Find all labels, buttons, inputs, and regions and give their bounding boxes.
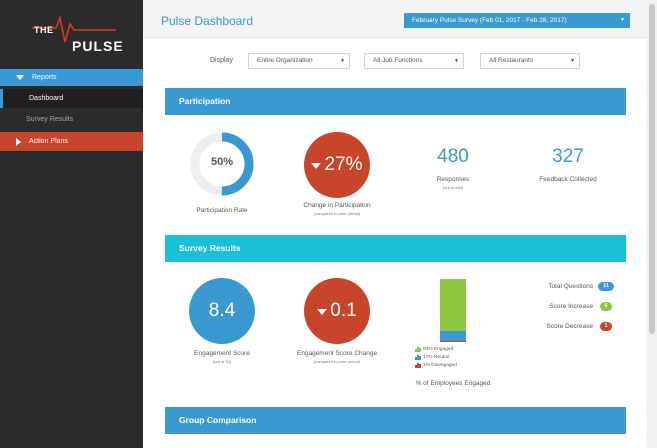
participation-section-header: Participation (165, 88, 626, 115)
engagement-score-sub: (out of 10) (212, 359, 232, 364)
display-label: Display (210, 57, 233, 64)
logo[interactable]: THE PULSE (0, 0, 143, 64)
logo-text-bottom: PULSE (72, 38, 124, 54)
legend-label: 17% Neutral (423, 355, 450, 360)
engagement-change-sub: (compared to prior period) (313, 359, 361, 364)
sidebar-item-survey-results[interactable]: Survey Results (0, 111, 143, 128)
sidebar-item-dashboard[interactable]: Dashboard (0, 89, 143, 108)
engagement-change-circle: 0.1 (304, 278, 370, 344)
engagement-change-value: 0.1 (330, 300, 357, 321)
bar-chart-icon (415, 355, 421, 360)
bar-chart-icon (415, 347, 421, 352)
sidebar-item-label: Dashboard (29, 95, 64, 102)
pulse-line-icon (32, 16, 116, 43)
legend-item: 1% Disengaged (415, 363, 457, 368)
main-content: Pulse Dashboard February Pulse Survey (F… (143, 0, 647, 448)
survey-period-value: February Pulse Survey (Feb 01, 2017 - Fe… (412, 17, 567, 24)
survey-period-select[interactable]: February Pulse Survey (Feb 01, 2017 - Fe… (404, 13, 630, 28)
sidebar: THE PULSE Reports Dashboard Survey Resul… (0, 0, 143, 448)
sidebar-item-reports[interactable]: Reports (0, 69, 143, 86)
participation-change-sub: (compared to prior period) (313, 211, 361, 216)
group-comparison-section-header: Group Comparison (165, 407, 626, 434)
job-functions-select[interactable]: All Job Functions ▼ (364, 53, 464, 69)
job-functions-select-value: All Job Functions (373, 57, 423, 64)
chevron-down-icon: ▼ (454, 58, 459, 64)
participation-change-value: 27% (324, 154, 363, 175)
participation-change-circle: 27% (304, 132, 370, 198)
survey-results-section-header: Survey Results (165, 235, 626, 262)
legend-label: 1% Disengaged (423, 363, 457, 368)
engagement-stacked-bar (440, 279, 466, 342)
chevron-down-icon: ▼ (340, 58, 345, 64)
legend-item: 17% Neutral (415, 355, 449, 360)
participation-rate-value: 50% (210, 156, 234, 168)
engagement-change-label: Engagement Score Change (296, 350, 378, 357)
participation-rate-donut (190, 132, 254, 196)
feedback-value: 327 (552, 146, 584, 167)
page-title: Pulse Dashboard (161, 14, 254, 28)
stack-segment-0 (440, 279, 466, 331)
restaurants-select[interactable]: All Restaurants ▼ (480, 53, 580, 69)
scrollbar-thumb[interactable] (649, 4, 655, 334)
scrollbar[interactable] (647, 0, 657, 448)
chevron-down-icon: ▼ (620, 17, 625, 23)
arrow-down-icon (311, 163, 322, 169)
sidebar-item-action-plans[interactable]: Action Plans (0, 132, 143, 151)
sidebar-item-label: Survey Results (26, 116, 74, 123)
engagement-score-value: 8.4 (208, 300, 236, 321)
score-increase-badge: 6 (600, 302, 612, 311)
donut-fill (190, 132, 254, 196)
engagement-score-circle: 8.4 (189, 278, 255, 344)
score-increase-label: Score Increase (549, 303, 593, 310)
caret-down-icon (16, 75, 24, 80)
top-bar: Pulse Dashboard February Pulse Survey (F… (143, 0, 647, 38)
score-decrease-label: Score Decrease (546, 323, 593, 330)
responses-value: 480 (437, 146, 469, 167)
caret-right-icon (16, 137, 21, 146)
responses-label: Responses (436, 176, 470, 183)
total-questions-badge: 11 (598, 282, 614, 291)
sidebar-item-label: Action Plans (29, 138, 68, 145)
participation-change-label: Change in Participation (303, 202, 371, 209)
legend-label: 83% Engaged (423, 347, 454, 352)
bar-chart-icon (415, 363, 421, 368)
responses-sub: (out of ###) (442, 185, 464, 190)
restaurants-select-value: All Restaurants (489, 57, 534, 64)
filter-bar: Display Entire Organization ▼ All Job Fu… (143, 53, 647, 70)
legend-item: 83% Engaged (415, 347, 453, 352)
arrow-down-icon (317, 309, 328, 315)
logo-text-top: THE (34, 25, 54, 35)
engagement-score-label: Engagement Score (194, 350, 250, 357)
participation-rate-label: Participation Rate (196, 207, 248, 214)
stack-segment-2 (440, 341, 466, 342)
organization-select-value: Entire Organization (257, 57, 313, 64)
stack-segment-1 (440, 330, 466, 342)
sidebar-item-label: Reports (32, 74, 57, 81)
feedback-label: Feedback Collected (539, 176, 597, 183)
engaged-percent-label: % of Employees Engaged (415, 380, 491, 387)
total-questions-label: Total Questions (548, 283, 593, 290)
score-decrease-badge: 1 (600, 322, 612, 331)
chevron-down-icon: ▼ (570, 58, 575, 64)
organization-select[interactable]: Entire Organization ▼ (248, 53, 350, 69)
